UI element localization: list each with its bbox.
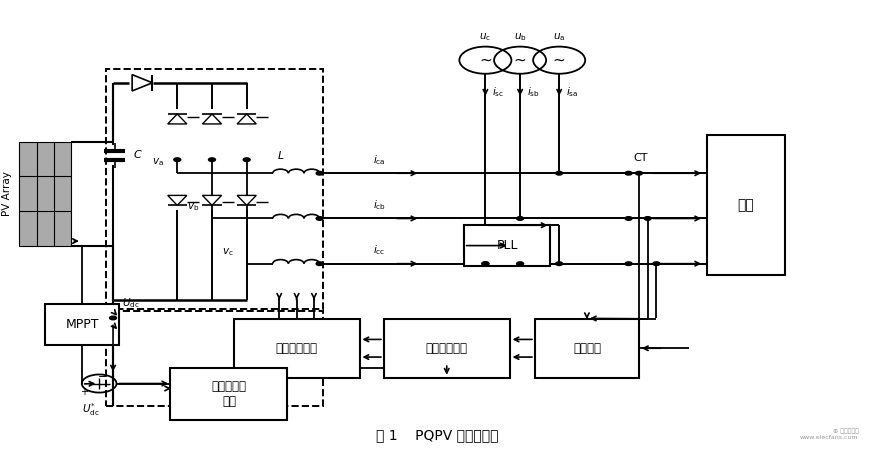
FancyBboxPatch shape	[19, 176, 37, 211]
FancyBboxPatch shape	[384, 319, 510, 378]
Polygon shape	[203, 195, 222, 205]
FancyBboxPatch shape	[464, 225, 551, 266]
Circle shape	[482, 262, 489, 265]
Polygon shape	[168, 114, 187, 124]
Circle shape	[316, 262, 323, 265]
Text: 直流侧电压
控制: 直流侧电压 控制	[211, 379, 246, 408]
FancyBboxPatch shape	[37, 142, 54, 176]
Polygon shape	[203, 114, 222, 124]
Circle shape	[174, 158, 181, 162]
Text: CT: CT	[633, 153, 648, 163]
FancyBboxPatch shape	[19, 142, 37, 176]
Text: ~: ~	[479, 53, 491, 68]
Text: 谐波检测: 谐波检测	[573, 342, 601, 355]
Text: $i_{\mathrm{Lb}}$: $i_{\mathrm{Lb}}$	[709, 199, 722, 213]
Circle shape	[517, 217, 524, 220]
Circle shape	[625, 172, 632, 175]
Text: $L$: $L$	[277, 149, 285, 161]
Circle shape	[644, 217, 651, 220]
Text: $i_{\mathrm{sc}}$: $i_{\mathrm{sc}}$	[492, 85, 505, 99]
Text: +: +	[79, 387, 87, 397]
Text: $v_{\mathrm{c}}$: $v_{\mathrm{c}}$	[222, 247, 234, 258]
Text: 图 1    PQPV 系统结构图: 图 1 PQPV 系统结构图	[376, 428, 498, 442]
Text: $i_{\mathrm{La}}$: $i_{\mathrm{La}}$	[709, 154, 721, 168]
FancyBboxPatch shape	[54, 211, 72, 246]
FancyBboxPatch shape	[170, 368, 287, 420]
Polygon shape	[132, 75, 153, 91]
Circle shape	[316, 217, 323, 220]
Text: $U_{\mathrm{dc}}$: $U_{\mathrm{dc}}$	[121, 296, 140, 310]
Text: MPPT: MPPT	[65, 318, 99, 331]
Text: ~: ~	[513, 53, 526, 68]
Text: C: C	[134, 150, 141, 160]
FancyBboxPatch shape	[19, 211, 37, 246]
Text: $i_{\mathrm{sb}}$: $i_{\mathrm{sb}}$	[527, 85, 540, 99]
Circle shape	[625, 217, 632, 220]
Polygon shape	[237, 114, 257, 124]
FancyBboxPatch shape	[54, 176, 72, 211]
Polygon shape	[168, 195, 187, 205]
FancyBboxPatch shape	[37, 211, 54, 246]
Text: PV Array: PV Array	[2, 171, 12, 216]
Circle shape	[636, 172, 643, 175]
Circle shape	[653, 262, 660, 265]
Text: $u_{\mathrm{c}}$: $u_{\mathrm{c}}$	[479, 31, 491, 43]
Polygon shape	[237, 195, 257, 205]
Text: $i_{\mathrm{sa}}$: $i_{\mathrm{sa}}$	[566, 85, 579, 99]
FancyBboxPatch shape	[54, 142, 72, 176]
Text: $i_{\mathrm{ca}}$: $i_{\mathrm{ca}}$	[373, 153, 385, 167]
Text: $i_{\mathrm{cc}}$: $i_{\mathrm{cc}}$	[373, 243, 385, 258]
FancyBboxPatch shape	[535, 319, 639, 378]
FancyBboxPatch shape	[234, 319, 360, 378]
Text: ~: ~	[553, 53, 566, 68]
Circle shape	[244, 158, 251, 162]
Circle shape	[517, 262, 524, 265]
FancyBboxPatch shape	[45, 304, 119, 345]
Text: 电流跟踪控制: 电流跟踪控制	[276, 342, 318, 355]
Text: $u_{\mathrm{a}}$: $u_{\mathrm{a}}$	[553, 31, 566, 43]
Circle shape	[110, 316, 116, 320]
Text: −: −	[98, 372, 107, 382]
Text: $v_{\mathrm{a}}$: $v_{\mathrm{a}}$	[153, 156, 164, 168]
Circle shape	[556, 262, 562, 265]
Text: 指令电流计算: 指令电流计算	[426, 342, 468, 355]
Circle shape	[316, 172, 323, 175]
Text: ⊕ 电子发烧友
www.elecfans.com: ⊕ 电子发烧友 www.elecfans.com	[800, 429, 858, 440]
Circle shape	[209, 158, 216, 162]
Text: $u_{\mathrm{b}}$: $u_{\mathrm{b}}$	[513, 31, 526, 43]
FancyBboxPatch shape	[707, 135, 785, 275]
FancyBboxPatch shape	[37, 176, 54, 211]
Circle shape	[556, 172, 562, 175]
Text: $i_{\mathrm{cb}}$: $i_{\mathrm{cb}}$	[373, 198, 386, 212]
Text: $v_{\mathrm{b}}$: $v_{\mathrm{b}}$	[187, 201, 199, 213]
Circle shape	[625, 262, 632, 265]
Text: $i_{\mathrm{Lc}}$: $i_{\mathrm{Lc}}$	[709, 244, 721, 258]
Text: 负载: 负载	[738, 198, 754, 212]
Text: PLL: PLL	[497, 239, 518, 252]
Circle shape	[482, 262, 489, 265]
Text: $U^{*}_{\mathrm{dc}}$: $U^{*}_{\mathrm{dc}}$	[81, 401, 100, 418]
